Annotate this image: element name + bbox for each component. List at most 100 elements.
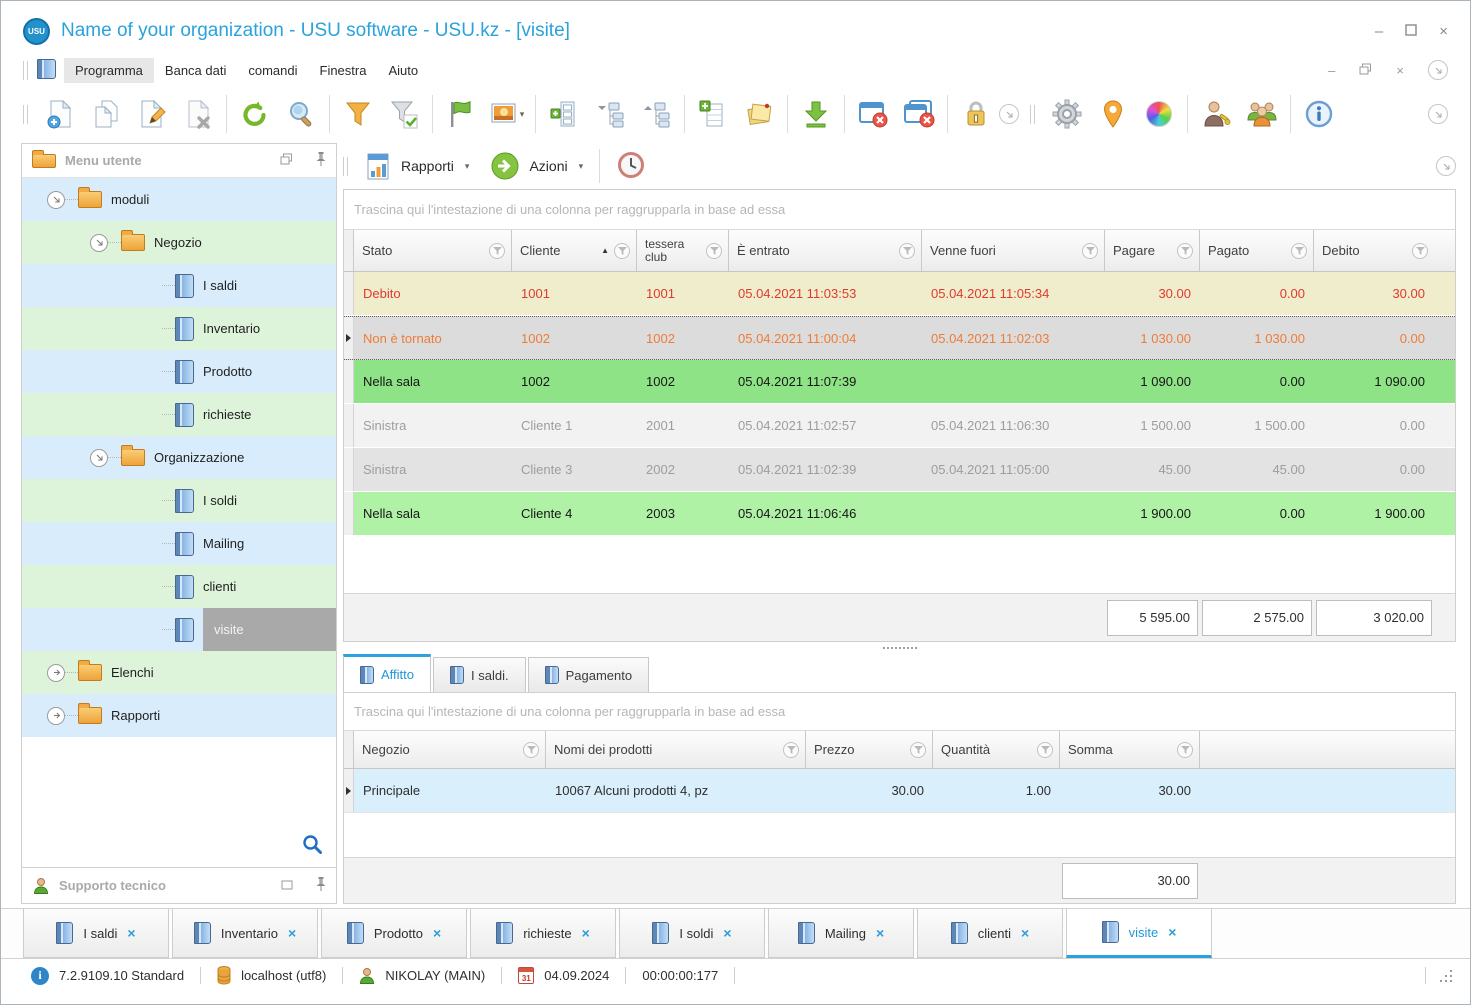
filter-icon[interactable] [910,742,926,758]
toolbar-grip[interactable] [23,105,28,124]
support-float-button[interactable] [281,878,293,893]
tab-affitto[interactable]: Affitto [343,654,431,692]
minimize-button[interactable]: – [1375,23,1383,40]
table-row-selected[interactable]: Principale 10067 Alcuni prodotti 4, pz 3… [344,769,1455,813]
filter-icon[interactable] [1082,243,1098,259]
column-header-tessera-club[interactable]: tessera club [637,230,729,271]
filter-icon[interactable] [899,243,915,259]
filter-icon[interactable] [1177,742,1193,758]
menu-finestra[interactable]: Finestra [309,58,378,83]
resize-grip[interactable] [1440,970,1452,982]
close-tab-icon[interactable]: × [127,925,135,941]
column-header-pagato[interactable]: Pagato [1200,230,1314,271]
tree-item-i-soldi[interactable]: I soldi [22,479,336,522]
filter-apply-button[interactable] [381,91,427,137]
column-header-e-entrato[interactable]: È entrato [729,230,922,271]
column-header-pagare[interactable]: Pagare [1105,230,1200,271]
tree-item-negozio[interactable]: Negozio [22,221,336,264]
column-header-venne-fuori[interactable]: Venne fuori [922,230,1105,271]
new-document-button[interactable] [37,91,83,137]
insert-list-button[interactable] [541,91,587,137]
tree-item-inventario[interactable]: Inventario [22,307,336,350]
copy-document-button[interactable] [83,91,129,137]
window-tab-inventario[interactable]: Inventario× [172,909,318,958]
column-header-somma[interactable]: Somma [1060,731,1200,768]
menu-overflow-button[interactable] [1428,60,1448,80]
toolbar-grip[interactable] [343,157,348,176]
tree-item-prodotto[interactable]: Prodotto [22,350,336,393]
horizontal-splitter[interactable] [343,642,1456,654]
toolbar-overflow-button[interactable] [999,104,1019,124]
support-panel-header[interactable]: Supporto tecnico [22,867,336,903]
location-button[interactable] [1090,91,1136,137]
filter-icon[interactable] [1037,742,1053,758]
expand-node-icon[interactable] [47,707,65,725]
close-window-button[interactable] [850,91,896,137]
reportbar-overflow-button[interactable] [1436,156,1456,176]
menu-aiuto[interactable]: Aiuto [377,58,429,83]
tree-item-visite-selected[interactable]: visite [22,608,336,651]
float-panel-button[interactable] [280,153,293,168]
tree-item-mailing[interactable]: Mailing [22,522,336,565]
azioni-button[interactable]: Azioni▾ [490,151,583,181]
tree-item-elenchi[interactable]: Elenchi [22,651,336,694]
toolbar-grip[interactable] [23,61,28,80]
table-row-selected[interactable]: Non è tornato 1002 1002 05.04.2021 11:00… [344,316,1455,360]
close-tab-icon[interactable]: × [1021,925,1029,941]
delete-document-button[interactable] [175,91,221,137]
image-style-button[interactable]: ▾ [484,91,530,137]
window-tab-i-saldi[interactable]: I saldi× [23,909,169,958]
notes-button[interactable] [736,91,782,137]
add-record-button[interactable] [690,91,736,137]
tree-search-button[interactable] [302,834,322,857]
close-tab-icon[interactable]: × [582,925,590,941]
filter-icon[interactable] [614,243,630,259]
column-header-prezzo[interactable]: Prezzo [806,731,933,768]
tree-item-clienti[interactable]: clienti [22,565,336,608]
settings-button[interactable] [1044,91,1090,137]
table-row[interactable]: Debito 1001 1001 05.04.2021 11:03:53 05.… [344,272,1455,316]
tree-item-i-saldi[interactable]: I saldi [22,264,336,307]
expand-tree-button[interactable] [633,91,679,137]
tree-item-organizzazione[interactable]: Organizzazione [22,436,336,479]
mdi-minimize-button[interactable]: – [1328,63,1335,78]
mdi-restore-button[interactable] [1359,63,1372,78]
user-groups-button[interactable] [1239,91,1285,137]
info-button[interactable] [1296,91,1342,137]
export-button[interactable] [793,91,839,137]
lock-button[interactable] [953,91,999,137]
close-tab-icon[interactable]: × [433,925,441,941]
rapporti-button[interactable]: Rapporti▾ [364,151,469,181]
filter-icon[interactable] [523,742,539,758]
groupby-drop-area[interactable]: Trascina qui l'intestazione di una colon… [344,190,1455,230]
filter-icon[interactable] [489,243,505,259]
table-row[interactable]: Sinistra Cliente 1 2001 05.04.2021 11:02… [344,404,1455,448]
column-header-nomi-prodotti[interactable]: Nomi dei prodotti [546,731,806,768]
table-row[interactable]: Sinistra Cliente 3 2002 05.04.2021 11:02… [344,448,1455,492]
refresh-button[interactable] [232,91,278,137]
column-header-cliente[interactable]: Cliente▲ [512,230,637,271]
tree-item-moduli[interactable]: moduli [22,178,336,221]
tab-pagamento[interactable]: Pagamento [528,657,650,692]
user-permissions-button[interactable] [1193,91,1239,137]
filter-icon[interactable] [783,742,799,758]
column-header-debito[interactable]: Debito [1314,230,1434,271]
window-tab-i-soldi[interactable]: I soldi× [619,909,765,958]
collapse-tree-button[interactable] [587,91,633,137]
close-tab-icon[interactable]: × [876,925,884,941]
window-tab-visite-active[interactable]: visite× [1066,909,1212,958]
column-header-quantita[interactable]: Quantità [933,731,1060,768]
close-tab-icon[interactable]: × [723,925,731,941]
window-tab-prodotto[interactable]: Prodotto× [321,909,467,958]
tree-item-richieste[interactable]: richieste [22,393,336,436]
column-header-stato[interactable]: Stato [354,230,512,271]
support-pin-button[interactable] [316,877,326,894]
window-tab-mailing[interactable]: Mailing× [768,909,914,958]
window-tab-richieste[interactable]: richieste× [470,909,616,958]
menu-banca-dati[interactable]: Banca dati [154,58,237,83]
filter-icon[interactable] [1177,243,1193,259]
tab-i-saldi[interactable]: I saldi. [433,657,526,692]
filter-button[interactable] [335,91,381,137]
filter-icon[interactable] [706,243,722,259]
collapse-node-icon[interactable] [90,234,108,252]
